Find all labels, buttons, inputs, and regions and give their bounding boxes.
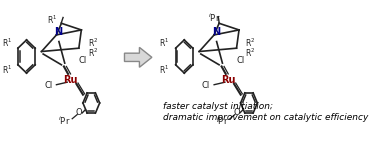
Text: Ru: Ru (63, 75, 78, 85)
Text: R$^2$: R$^2$ (245, 37, 256, 49)
Text: faster catalyst initiation;: faster catalyst initiation; (163, 102, 273, 111)
Text: $^i$Pr: $^i$Pr (216, 115, 229, 127)
Text: N: N (54, 27, 62, 37)
Text: R$^1$: R$^1$ (47, 14, 57, 26)
Text: R$^1$: R$^1$ (159, 64, 169, 76)
Text: O: O (76, 108, 82, 117)
Text: R$^1$: R$^1$ (2, 37, 12, 49)
Text: R$^1$: R$^1$ (2, 64, 12, 76)
Text: R$^1$: R$^1$ (159, 37, 169, 49)
Text: R$^2$: R$^2$ (88, 47, 98, 59)
Text: $^i$Pr: $^i$Pr (59, 115, 71, 127)
Text: Cl: Cl (44, 81, 52, 90)
Text: Ru: Ru (221, 75, 235, 85)
Text: Cl: Cl (237, 56, 245, 65)
Polygon shape (124, 47, 152, 67)
Text: Cl: Cl (79, 56, 87, 65)
Text: N: N (212, 27, 220, 37)
Text: Cl: Cl (202, 81, 210, 90)
Text: dramatic improvement on catalytic efficiency: dramatic improvement on catalytic effici… (163, 113, 368, 122)
Text: O: O (233, 108, 240, 117)
Text: R$^2$: R$^2$ (245, 47, 256, 59)
Text: R$^2$: R$^2$ (88, 37, 98, 49)
Text: $^i$Pr: $^i$Pr (208, 11, 220, 24)
